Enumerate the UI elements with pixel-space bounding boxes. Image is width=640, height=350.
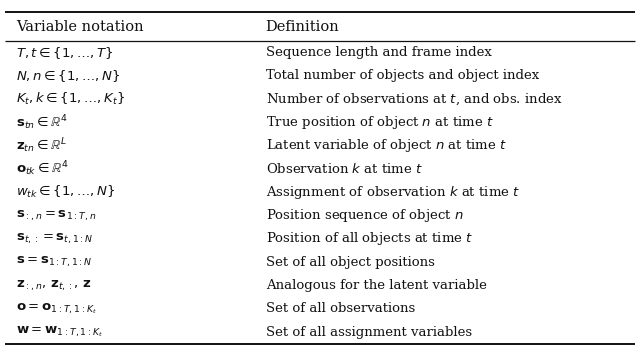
Text: $\mathbf{z}_{tn} \in \mathbb{R}^L$: $\mathbf{z}_{tn} \in \mathbb{R}^L$ bbox=[16, 136, 67, 155]
Text: Set of all assignment variables: Set of all assignment variables bbox=[266, 326, 472, 338]
Text: True position of object $n$ at time $t$: True position of object $n$ at time $t$ bbox=[266, 114, 493, 131]
Text: $T, t \in \{1,\ldots,T\}$: $T, t \in \{1,\ldots,T\}$ bbox=[16, 45, 113, 61]
Text: $N, n \in \{1,\ldots,N\}$: $N, n \in \{1,\ldots,N\}$ bbox=[16, 68, 120, 84]
Text: Observation $k$ at time $t$: Observation $k$ at time $t$ bbox=[266, 162, 422, 176]
Text: Position sequence of object $n$: Position sequence of object $n$ bbox=[266, 207, 463, 224]
Text: Analogous for the latent variable: Analogous for the latent variable bbox=[266, 279, 486, 292]
Text: $\mathbf{s} = \mathbf{s}_{1:T,1:N}$: $\mathbf{s} = \mathbf{s}_{1:T,1:N}$ bbox=[16, 255, 93, 270]
Text: $\mathbf{o} = \mathbf{o}_{1:T,1:K_t}$: $\mathbf{o} = \mathbf{o}_{1:T,1:K_t}$ bbox=[16, 301, 97, 316]
Text: $\mathbf{s}_{tn} \in \mathbb{R}^4$: $\mathbf{s}_{tn} \in \mathbb{R}^4$ bbox=[16, 113, 68, 132]
Text: $\mathbf{s}_{:,n} = \mathbf{s}_{1:T,n}$: $\mathbf{s}_{:,n} = \mathbf{s}_{1:T,n}$ bbox=[16, 208, 96, 223]
Text: Assignment of observation $k$ at time $t$: Assignment of observation $k$ at time $t… bbox=[266, 184, 520, 201]
Text: Sequence length and frame index: Sequence length and frame index bbox=[266, 46, 492, 59]
Text: $w_{tk} \in \{1,\ldots,N\}$: $w_{tk} \in \{1,\ldots,N\}$ bbox=[16, 184, 115, 200]
Text: Latent variable of object $n$ at time $t$: Latent variable of object $n$ at time $t… bbox=[266, 137, 506, 154]
Text: $\mathbf{w} = \mathbf{w}_{1:T,1:K_t}$: $\mathbf{w} = \mathbf{w}_{1:T,1:K_t}$ bbox=[16, 325, 104, 340]
Text: Position of all objects at time $t$: Position of all objects at time $t$ bbox=[266, 230, 473, 247]
Text: Set of all observations: Set of all observations bbox=[266, 302, 415, 315]
Text: $\mathbf{o}_{tk} \in \mathbb{R}^4$: $\mathbf{o}_{tk} \in \mathbb{R}^4$ bbox=[16, 160, 68, 178]
Text: Number of observations at $t$, and obs. index: Number of observations at $t$, and obs. … bbox=[266, 91, 563, 107]
Text: $\mathbf{s}_{t,:} = \mathbf{s}_{t,1:N}$: $\mathbf{s}_{t,:} = \mathbf{s}_{t,1:N}$ bbox=[16, 232, 93, 246]
Text: Definition: Definition bbox=[266, 20, 339, 34]
Text: Total number of objects and object index: Total number of objects and object index bbox=[266, 69, 539, 82]
Text: $\mathbf{z}_{:,n},\, \mathbf{z}_{t,:},\, \mathbf{z}$: $\mathbf{z}_{:,n},\, \mathbf{z}_{t,:},\,… bbox=[16, 278, 92, 293]
Text: Variable notation: Variable notation bbox=[16, 20, 143, 34]
Text: Set of all object positions: Set of all object positions bbox=[266, 256, 435, 269]
Text: $K_t, k \in \{1,\ldots,K_t\}$: $K_t, k \in \{1,\ldots,K_t\}$ bbox=[16, 91, 125, 107]
